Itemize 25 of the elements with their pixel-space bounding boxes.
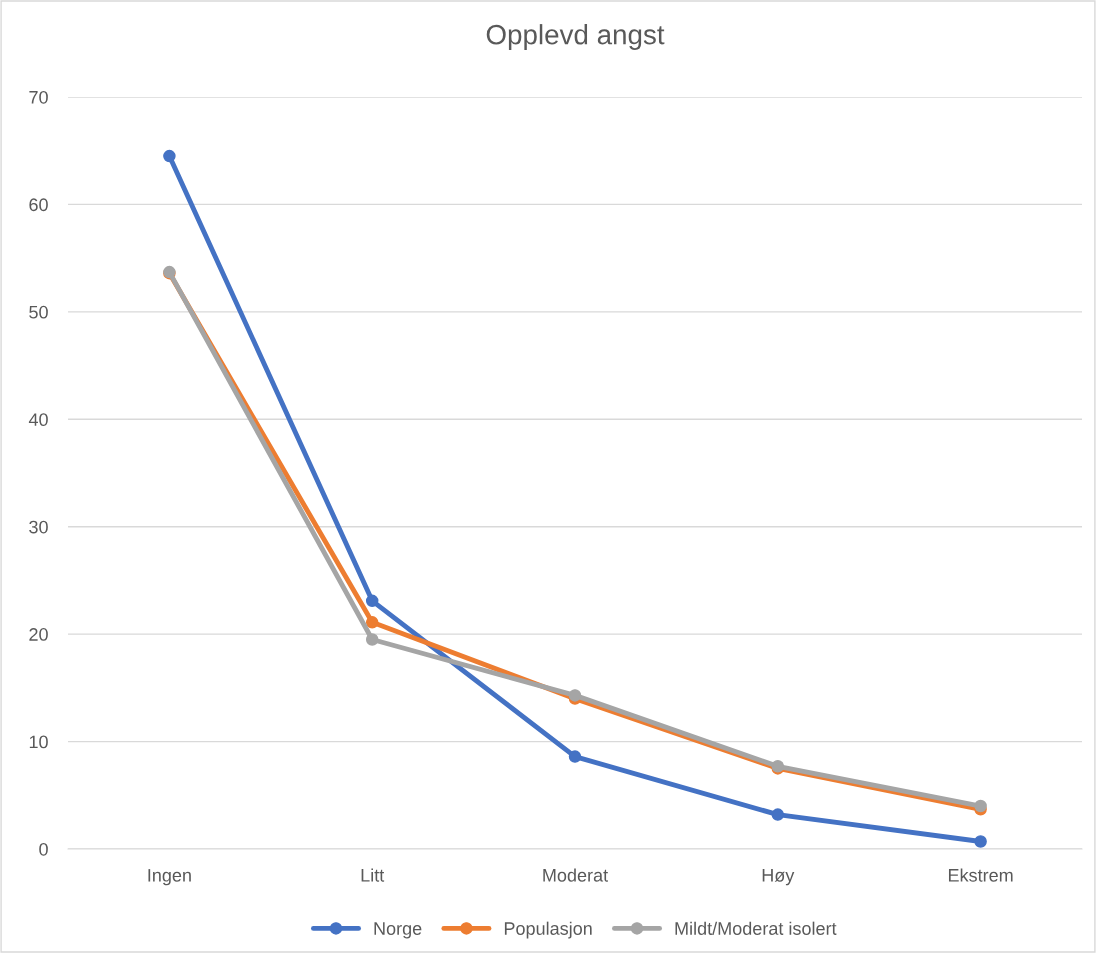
- point: [568, 750, 582, 763]
- x-tick-label: Ekstrem: [948, 868, 1013, 882]
- x-tick-label: Høy: [762, 869, 795, 886]
- x-tick-label: Moderat: [543, 868, 608, 882]
- point: [163, 149, 176, 163]
- point: [771, 808, 785, 821]
- x-tick-label: Litt: [361, 868, 385, 882]
- y-tick-label: 0: [39, 842, 48, 856]
- y-tick-label: 50: [29, 305, 48, 319]
- y-tick-label: 60: [29, 198, 48, 212]
- legend-label: Norge: [374, 922, 422, 939]
- y-tick-label: 20: [29, 628, 48, 641]
- point: [365, 616, 379, 629]
- legend-label: Mildt/Moderat isolert: [675, 921, 837, 935]
- y-tick-label: 40: [28, 413, 48, 427]
- legend-label: Populasjon: [504, 921, 592, 939]
- y-tick-label: 30: [29, 520, 48, 534]
- point: [974, 835, 987, 848]
- y-tick-label: 10: [29, 735, 48, 749]
- point: [365, 633, 379, 646]
- point: [365, 594, 379, 608]
- point: [974, 799, 987, 813]
- chart-title: Opplevd angst: [486, 24, 665, 50]
- y-tick-label: 70: [29, 90, 48, 104]
- x-tick-label: Ingen: [148, 869, 191, 886]
